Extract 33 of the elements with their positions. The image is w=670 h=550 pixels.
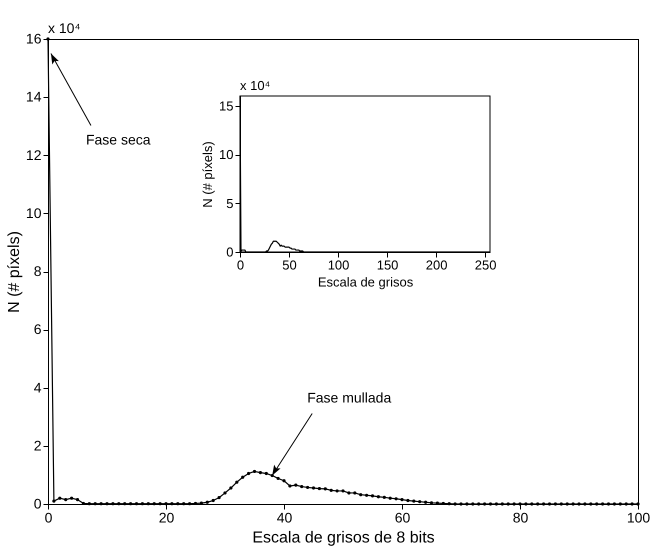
x-tick-label: 40 <box>276 510 292 526</box>
y-tick-label: 10 <box>219 147 234 162</box>
x-tick-label: 0 <box>236 258 244 272</box>
x-tick-label: 80 <box>512 510 528 526</box>
y-tick-label: 12 <box>26 146 42 163</box>
annotation: Fase seca <box>86 132 151 148</box>
y-tick-label: 5 <box>226 196 234 211</box>
y-tick-label: 0 <box>226 244 234 260</box>
x-axis-title: Escala de grisos <box>318 274 414 290</box>
x-tick-label: 100 <box>328 258 350 272</box>
text: x 10⁴ <box>48 20 80 36</box>
x-tick-label: 20 <box>158 510 174 526</box>
x-tick-label: 200 <box>426 258 448 272</box>
y-tick-label: 6 <box>34 321 42 338</box>
x-tick-label: 100 <box>626 510 650 526</box>
x-tick-label: 0 <box>44 510 53 526</box>
annotation: Fase mullada <box>307 390 392 406</box>
x-tick-label: 50 <box>282 258 297 272</box>
y-tick-label: 4 <box>34 379 42 396</box>
x-tick-label: 150 <box>376 258 398 272</box>
y-tick-label: 8 <box>34 263 42 279</box>
y-tick-label: 14 <box>26 88 42 105</box>
y-tick-label: 0 <box>34 496 42 512</box>
y-tick-label: 2 <box>34 437 42 454</box>
x-tick-label: 60 <box>394 510 410 526</box>
x-axis-title: Escala de grisos de 8 bits <box>252 530 435 546</box>
annotation: x 10⁴ <box>240 78 270 93</box>
y-axis-title: N (# píxels) <box>6 231 23 313</box>
y-tick-label: 10 <box>26 204 42 221</box>
y-axis-title: N (# píxels) <box>200 141 216 208</box>
x-tick-label: 250 <box>474 258 496 272</box>
y-tick-label: 16 <box>26 30 42 46</box>
y-tick-label: 15 <box>219 98 234 114</box>
